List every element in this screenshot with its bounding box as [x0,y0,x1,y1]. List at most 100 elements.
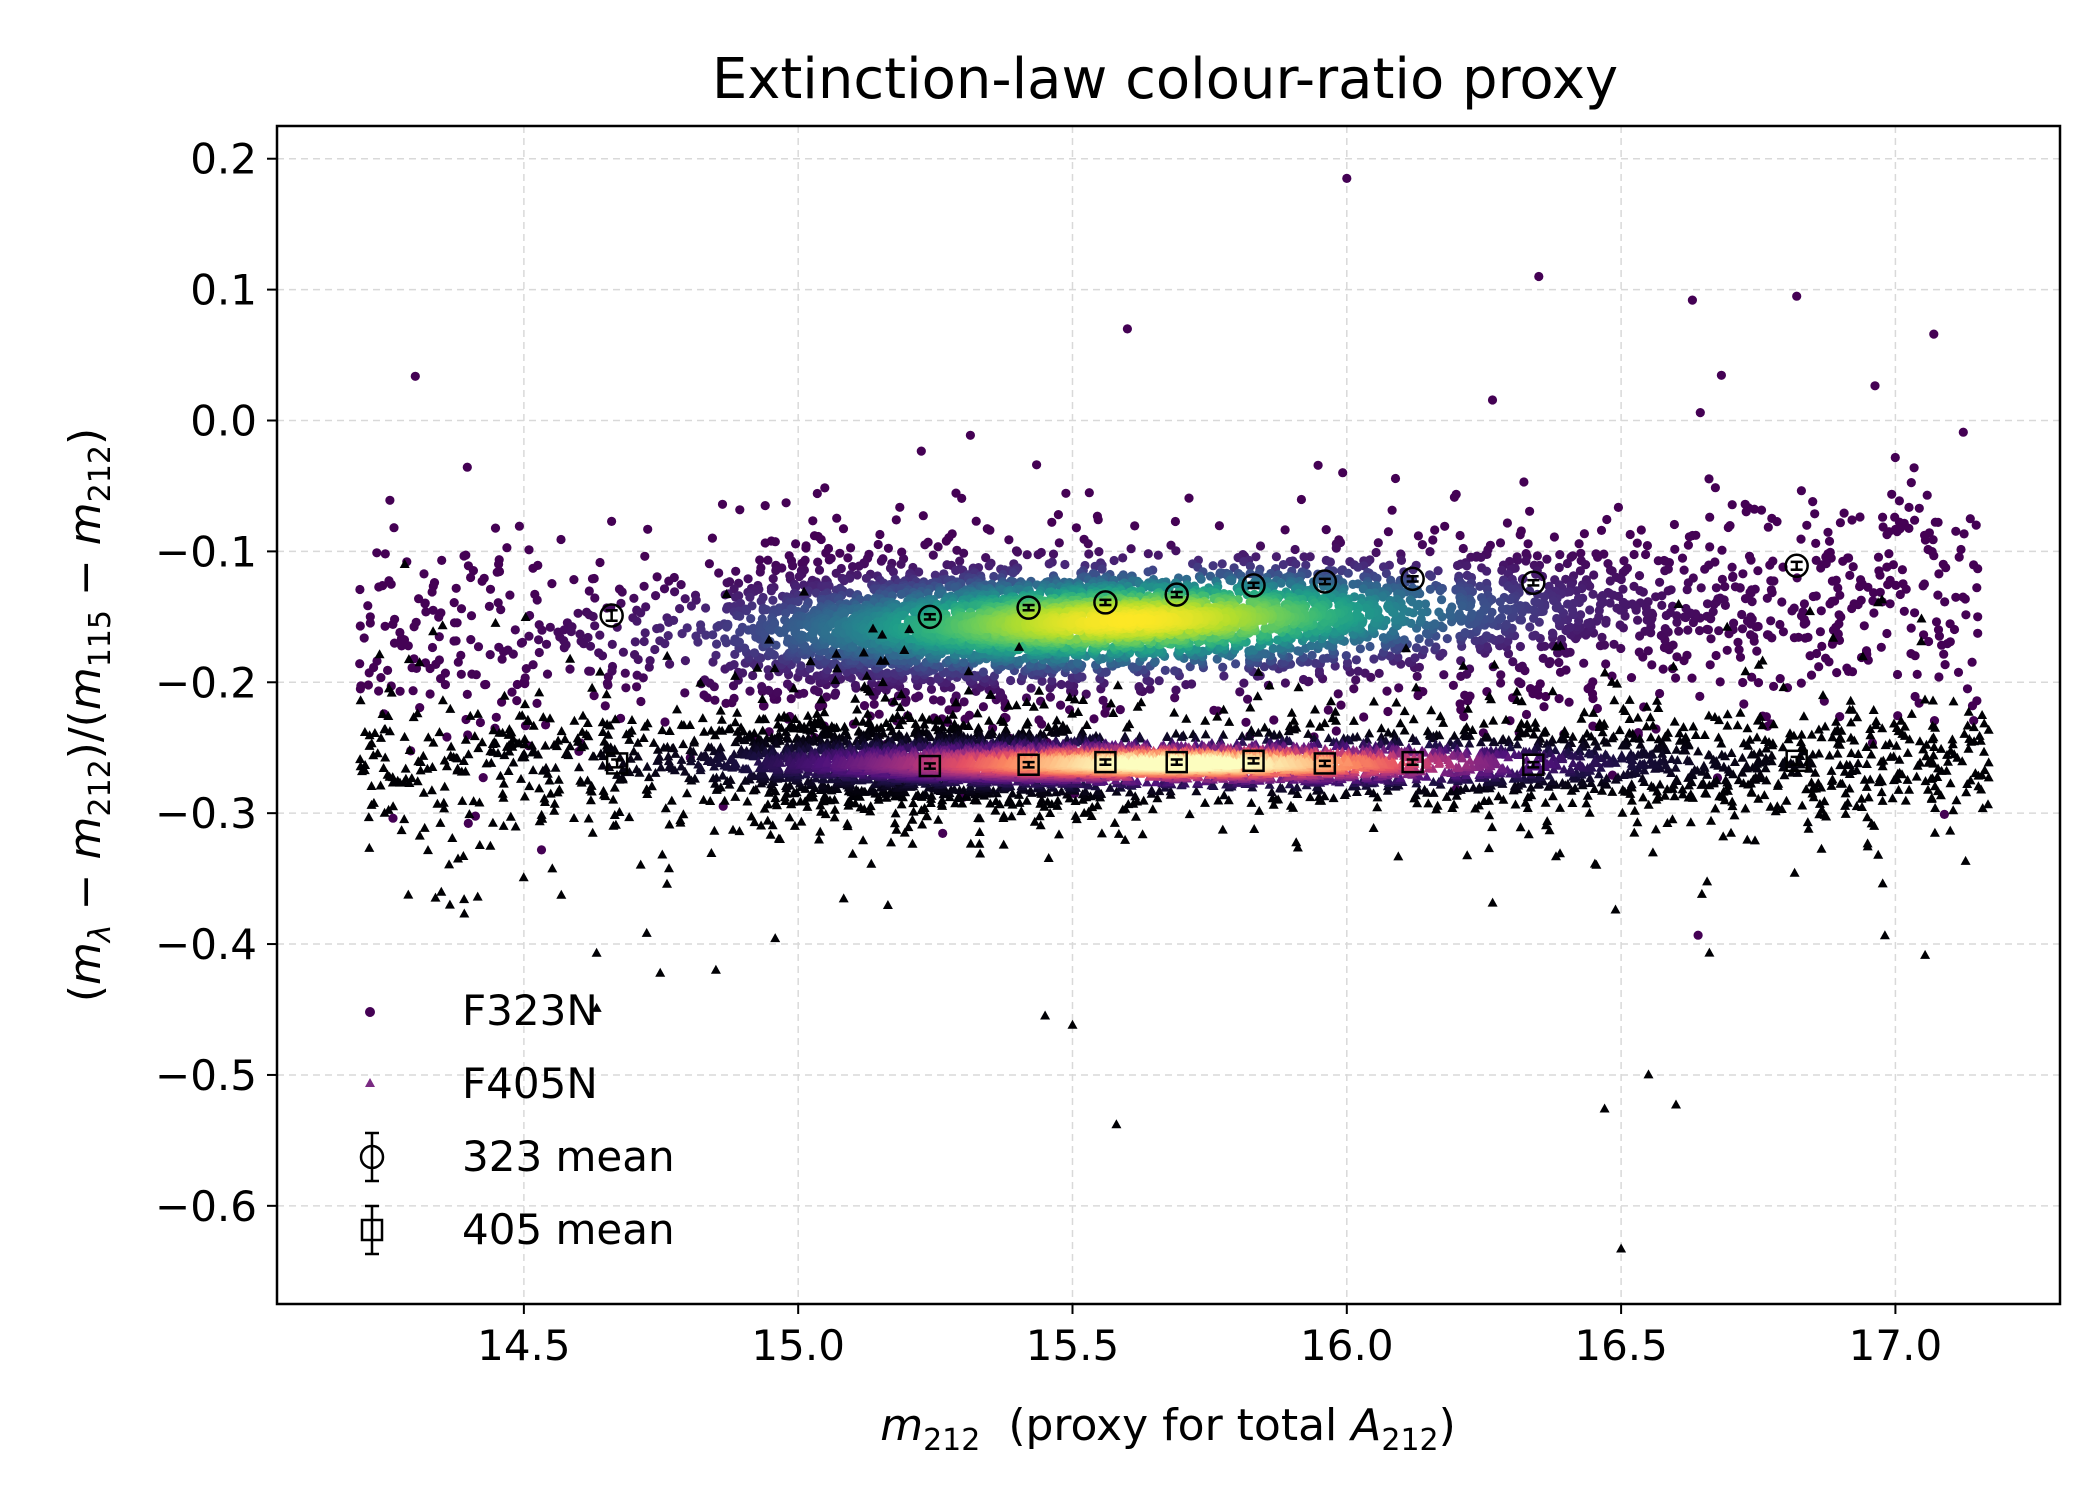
f323n-point [1939,809,1949,820]
f323n-point [1772,517,1782,527]
f323n-point [938,828,948,839]
f323n-point [1855,512,1865,522]
f323n-point [1842,663,1852,673]
f323n-point [1547,628,1558,638]
f323n-point [1515,641,1525,652]
f323n-point [1349,684,1359,694]
f323n-point [600,701,610,711]
f323n-point [440,668,450,678]
f323n-point [680,656,691,666]
f323n-point [556,534,566,545]
f323n-point [1737,609,1747,620]
f323n-point [573,608,583,618]
f323n-point [1848,562,1858,572]
f323n-point [1496,670,1506,680]
f323n-point [1607,671,1617,681]
f323n-point [1765,560,1775,570]
f323n-point [957,493,967,503]
f323n-point [1145,684,1155,694]
f323n-point [781,498,791,508]
f323n-point [1153,550,1163,560]
f323n-point [873,539,883,550]
f323n-point [810,685,820,695]
f323n-point [1775,619,1785,630]
f323n-point [731,566,741,576]
f323n-point [485,650,495,660]
f323n-point [1956,544,1966,555]
f323n-point [1660,566,1670,576]
f323n-point [1953,667,1964,678]
f323n-point [831,688,841,698]
f323n-point [1910,515,1920,525]
f323n-point [896,589,906,600]
f323n-point [1134,682,1144,692]
f323n-point [1130,521,1140,531]
f323n-point [1704,474,1714,484]
f323n-point [1897,565,1907,575]
f323n-point [1710,483,1720,493]
f323n-point [374,686,384,696]
f323n-point [1663,586,1673,596]
f323n-point [1184,493,1194,503]
f323n-point [1762,630,1773,640]
f323n-point [1497,604,1507,614]
f323n-point [532,698,542,709]
f323n-point [589,691,599,701]
f323n-point [1875,587,1885,597]
f323n-point [442,732,452,742]
f323n-point [1904,523,1914,534]
f323n-point [1534,271,1544,282]
f323n-point [1753,678,1764,688]
f323n-point [1940,660,1950,670]
f323n-point [1683,578,1693,588]
f323n-point [1683,625,1693,635]
f323n-point [850,680,861,690]
f323n-point [1440,521,1450,531]
f323n-point [1810,509,1820,519]
f323n-point [1796,534,1806,544]
f323n-point [1535,679,1545,689]
f323n-point [1700,564,1710,574]
f323n-point [456,669,466,679]
f323n-point [928,695,939,705]
f323n-point [1769,681,1779,692]
f323n-point [1033,550,1043,560]
f323n-point [1271,552,1281,562]
f323n-point [1796,486,1806,496]
f323n-point [1462,561,1472,571]
f323n-point [1519,477,1529,487]
f323n-point [1412,671,1422,682]
f323n-point [813,557,823,567]
f323n-point [1411,643,1422,653]
f323n-point [1961,610,1971,620]
f323n-point [383,665,393,676]
f323n-point [1814,662,1824,672]
f323n-point [1920,535,1930,545]
f323n-point [468,566,478,576]
f323n-point [1539,702,1549,712]
f323n-point [1442,634,1452,644]
f323n-point [1496,678,1506,688]
f323n-point [532,595,542,605]
f323n-point [1746,630,1756,640]
f323n-point [1827,576,1837,586]
f323n-point [665,659,675,669]
f323n-point [1589,570,1599,580]
f323n-point [1735,652,1746,662]
f323n-point [1414,634,1424,644]
f323n-point [470,811,480,821]
f323n-point [1413,531,1423,541]
f323n-point [463,818,473,829]
f323n-point [459,551,469,561]
f323n-point [1711,583,1721,593]
f323n-point [359,633,369,643]
f323n-point [421,607,431,617]
f323n-point [1629,549,1639,560]
f323n-point [1894,496,1904,506]
f323n-point [534,647,544,658]
f323n-point [1396,555,1407,566]
f323n-point [1670,544,1680,554]
f323n-point [1508,657,1518,667]
f323n-point [1126,544,1136,554]
f323n-point [427,587,437,597]
